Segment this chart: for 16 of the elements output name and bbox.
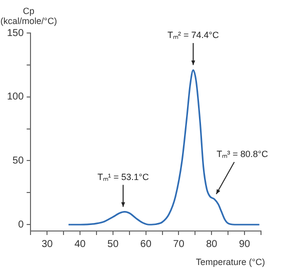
x-tick-label: 90 xyxy=(238,238,251,250)
y-axis-title: Cp (kcal/mole/°C) xyxy=(0,6,57,26)
y-tick-label: 50 xyxy=(12,155,24,166)
annotation: Tₘ³ = 80.8°C xyxy=(216,149,268,160)
x-tick-label: 80 xyxy=(206,238,218,250)
x-tick-label: 60 xyxy=(140,238,152,250)
y-tick-label: 100 xyxy=(6,92,24,103)
x-tick-label: 30 xyxy=(42,238,54,250)
annotation: Tₘ² = 74.4°C xyxy=(168,30,220,40)
y-tick-label: 150 xyxy=(6,28,24,39)
annotation: Tₘ¹ = 53.1°C xyxy=(97,172,150,182)
x-axis-title: Temperature (°C) xyxy=(196,257,265,267)
y-tick-label: 0 xyxy=(18,219,24,230)
x-tick-label: 70 xyxy=(173,238,185,250)
x-tick-label: 40 xyxy=(74,238,86,250)
x-tick-label: 50 xyxy=(107,238,119,250)
